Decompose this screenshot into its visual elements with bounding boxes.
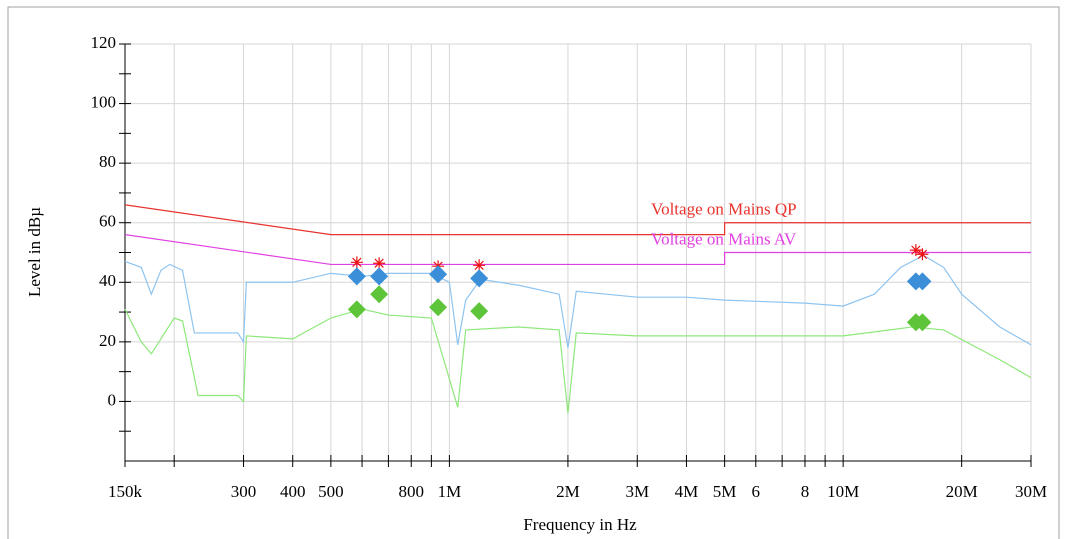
x-tick-label: 4M (675, 482, 699, 501)
x-tick-label: 8 (801, 482, 810, 501)
final-marker (370, 267, 389, 286)
x-tick-label: 150k (108, 482, 143, 501)
final-marker (913, 272, 932, 291)
y-tick-label: 100 (91, 92, 117, 111)
peak-marker (373, 257, 386, 270)
frame (7, 6, 1060, 539)
final-marker (347, 267, 366, 286)
series-label: Voltage on Mains QP (651, 200, 797, 219)
final-marker (429, 265, 448, 284)
final-marker (347, 300, 366, 319)
peak-marker (916, 248, 929, 261)
y-tick-label: 120 (91, 33, 117, 52)
series-line (124, 234, 1031, 266)
series-line (124, 308, 1032, 414)
x-tick-label: 10M (827, 482, 859, 501)
series-label: Voltage on Mains AV (651, 229, 797, 248)
y-axis-title: Level in dBµ (25, 207, 44, 297)
final-marker (470, 302, 489, 321)
peak-marker (473, 259, 486, 272)
x-tick-label: 800 (398, 482, 424, 501)
final-marker (913, 313, 932, 332)
peak-marker (350, 256, 363, 269)
x-tick-label: 3M (625, 482, 649, 501)
x-tick-label: 400 (280, 482, 306, 501)
y-tick-label: 40 (99, 271, 116, 290)
x-tick-label: 30M (1015, 482, 1047, 501)
series-line (124, 254, 1032, 348)
series-line (124, 204, 1031, 236)
y-tick-label: 80 (99, 152, 116, 171)
x-tick-label: 6 (752, 482, 761, 501)
peak-marker (909, 244, 922, 257)
y-tick-label: 60 (99, 212, 116, 231)
x-axis-title: Frequency in Hz (523, 515, 637, 534)
x-tick-label: 300 (231, 482, 257, 501)
final-marker (370, 285, 389, 304)
x-tick-label: 1M (438, 482, 462, 501)
final-marker (470, 269, 489, 288)
x-tick-label: 2M (556, 482, 580, 501)
x-tick-label: 5M (713, 482, 737, 501)
final-marker (429, 298, 448, 317)
y-tick-label: 0 (108, 390, 117, 409)
x-tick-label: 20M (946, 482, 978, 501)
y-tick-label: 20 (99, 331, 116, 350)
x-tick-label: 500 (318, 482, 344, 501)
